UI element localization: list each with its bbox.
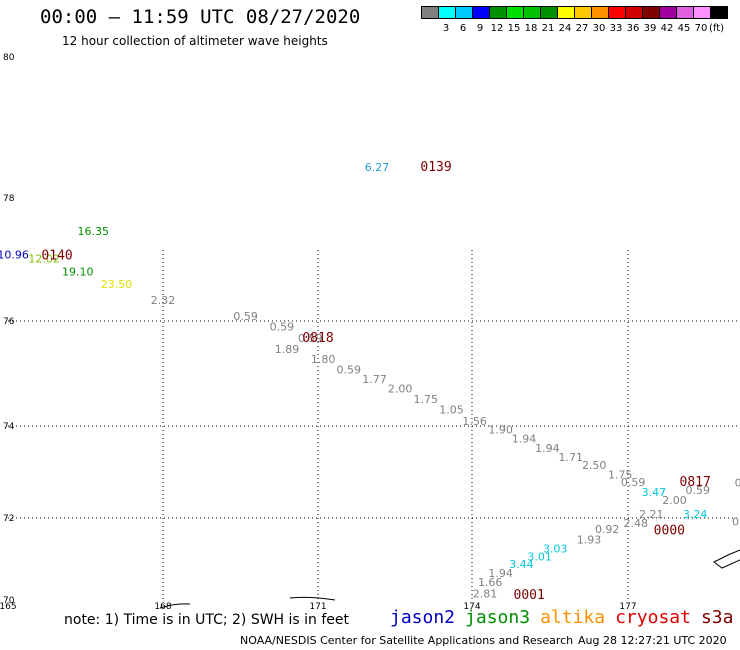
scale-tick-label: 33 xyxy=(609,23,623,34)
satellite-legend-s3a: s3a xyxy=(700,607,734,628)
swh-value: 0.59 xyxy=(735,477,740,490)
scale-tick-label: 36 xyxy=(626,23,640,34)
scale-tick-label: 9 xyxy=(476,23,484,34)
footer-credit: NOAA/NESDIS Center for Satellite Applica… xyxy=(240,634,574,647)
lat-tick-label: 70 xyxy=(3,596,15,606)
swh-value: 3.24 xyxy=(683,508,708,521)
scale-tick-label: 70 xyxy=(694,23,708,34)
swh-value: 2.81 xyxy=(473,588,498,601)
scale-unit: (ft) xyxy=(709,23,725,34)
swh-value: 1.05 xyxy=(439,403,464,416)
coastline xyxy=(159,549,740,609)
scale-tick-label: 15 xyxy=(507,23,521,34)
coastline-segment xyxy=(713,549,740,569)
satellite-legend-altika: altika xyxy=(540,607,606,628)
swh-value: 1.71 xyxy=(559,451,584,464)
swh-value: 0.59 xyxy=(621,476,646,489)
lat-tick-label: 74 xyxy=(3,422,15,432)
swh-value: 1.75 xyxy=(608,468,633,481)
swh-value: 3.03 xyxy=(543,542,568,555)
swh-value: 1.94 xyxy=(535,442,560,455)
coastline-segment xyxy=(289,596,336,601)
swh-value: 23.50 xyxy=(101,278,133,291)
swh-value: 1.90 xyxy=(488,423,513,436)
swh-value: 0.92 xyxy=(595,523,620,536)
pass-time: 0140 xyxy=(41,249,72,264)
lon-tick-label: 174 xyxy=(463,602,480,610)
swh-value: 0.59 xyxy=(233,310,258,323)
swh-value: 6.27 xyxy=(365,161,390,174)
swh-value: 2.21 xyxy=(639,508,664,521)
swh-value: 2.00 xyxy=(662,494,687,507)
lat-tick-label: 76 xyxy=(3,317,15,327)
footer-timestamp: Aug 28 12:27:21 UTC 2020 xyxy=(578,634,727,647)
swh-value: 0.59 xyxy=(298,332,323,345)
lat-tick-label: 78 xyxy=(3,194,15,204)
pass-time-labels: 0139 0140 0818 0817 0000 0001 xyxy=(41,160,710,603)
scale-tick-label: 21 xyxy=(541,23,555,34)
scale-tick-label: 12 xyxy=(490,23,504,34)
lon-tick-label: 171 xyxy=(309,602,326,610)
lon-tick-label: 168 xyxy=(154,602,171,610)
lon-tick-label: 177 xyxy=(619,602,636,610)
swh-value: 16.35 xyxy=(78,225,110,238)
satellite-legend-jason2: jason2 xyxy=(390,607,456,628)
swh-value: 12.02 xyxy=(28,253,60,266)
pass-time: 0818 xyxy=(302,331,333,346)
scale-tick-label: 6 xyxy=(459,23,467,34)
swh-value: 2.32 xyxy=(151,294,176,307)
footer-note: note: 1) Time is in UTC; 2) SWH is in fe… xyxy=(64,612,350,628)
swh-value: 2.48 xyxy=(624,517,649,530)
swh-value: 1.94 xyxy=(512,433,537,446)
swh-value: 1.93 xyxy=(577,533,602,546)
lat-lon-grid xyxy=(8,250,740,600)
scale-tick-label: 3 xyxy=(442,23,450,34)
swh-value: 19.10 xyxy=(62,265,94,278)
swh-value: 0.59 xyxy=(337,364,362,377)
lat-tick-label: 80 xyxy=(3,53,15,63)
pass-time: 0139 xyxy=(420,160,451,175)
swh-value: 10.96 xyxy=(0,248,29,261)
satellite-legend-cryosat: cryosat xyxy=(615,607,691,628)
swh-value: 1.77 xyxy=(362,373,387,386)
swh-value: 3.47 xyxy=(642,486,667,499)
swh-value: 1.66 xyxy=(478,576,503,589)
scale-tick-label: 45 xyxy=(677,23,691,34)
scale-swatch xyxy=(710,6,728,19)
swh-value: 1.56 xyxy=(462,415,487,428)
swh-value: 1.94 xyxy=(488,567,513,580)
scale-tick-label: 30 xyxy=(592,23,606,34)
satellite-legend: jason2 jason3 altika cryosat s3a xyxy=(390,607,740,628)
map-subtitle: 12 hour collection of altimeter wave hei… xyxy=(62,34,328,48)
swh-value: 0.79 xyxy=(732,515,740,528)
lon-tick-label: 165 xyxy=(0,602,17,610)
satellite-legend-jason3: jason3 xyxy=(465,607,531,628)
scale-tick-label: 18 xyxy=(524,23,538,34)
pass-time: 0817 xyxy=(680,475,711,490)
swh-value: 2.00 xyxy=(388,382,413,395)
swh-value: 0.59 xyxy=(686,484,711,497)
swh-value: 2.50 xyxy=(582,459,607,472)
swh-value: 1.75 xyxy=(414,393,439,406)
scale-tick-label: 27 xyxy=(575,23,589,34)
swh-value: 3.44 xyxy=(509,558,534,571)
swh-value: 1.80 xyxy=(311,353,336,366)
scale-tick-label: 39 xyxy=(643,23,657,34)
lat-tick-label: 72 xyxy=(3,514,14,524)
swh-value: 0.59 xyxy=(270,320,295,333)
scale-tick-label: 24 xyxy=(558,23,572,34)
scale-tick-label: 42 xyxy=(660,23,674,34)
coastline-segment xyxy=(159,603,191,609)
pass-time: 0000 xyxy=(654,523,685,538)
swh-value: 1.89 xyxy=(275,343,300,356)
map-title: 00:00 – 11:59 UTC 08/27/2020 xyxy=(40,6,361,28)
swh-value: 3.01 xyxy=(527,551,552,564)
pass-time: 0001 xyxy=(514,588,545,603)
